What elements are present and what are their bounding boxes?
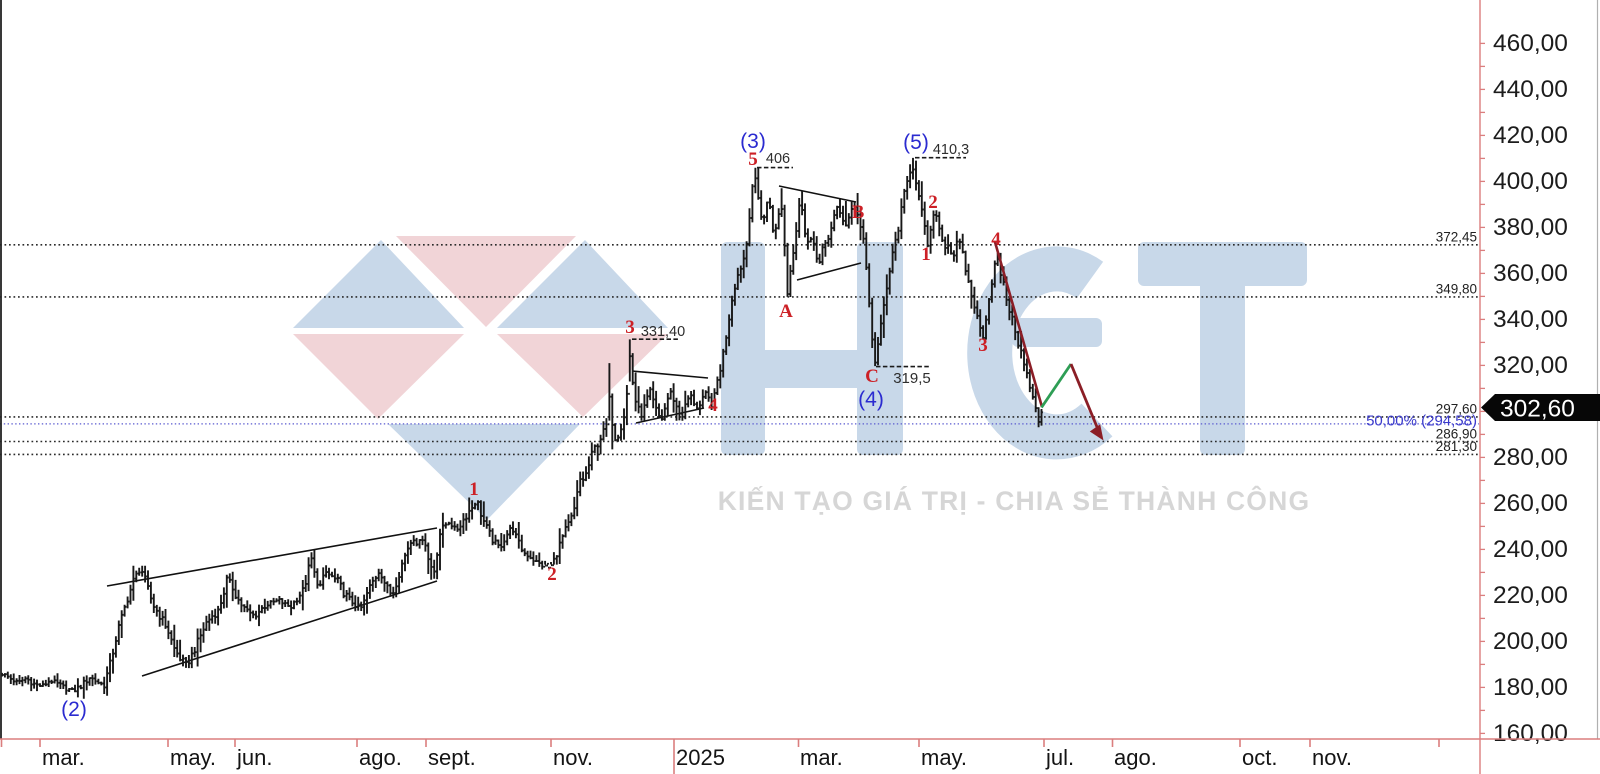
svg-text:280,00: 280,00 xyxy=(1493,444,1568,471)
svg-text:240,00: 240,00 xyxy=(1493,536,1568,563)
svg-text:jul.: jul. xyxy=(1045,745,1074,770)
svg-text:319,5: 319,5 xyxy=(893,370,931,387)
svg-text:mar.: mar. xyxy=(800,745,843,770)
svg-text:340,00: 340,00 xyxy=(1493,306,1568,333)
svg-text:3: 3 xyxy=(978,335,988,356)
svg-text:320,00: 320,00 xyxy=(1493,352,1568,379)
svg-text:(4): (4) xyxy=(858,388,884,411)
svg-text:1: 1 xyxy=(469,479,479,500)
svg-text:200,00: 200,00 xyxy=(1493,628,1568,655)
svg-text:460,00: 460,00 xyxy=(1493,30,1568,57)
svg-text:ago.: ago. xyxy=(1114,745,1157,770)
svg-text:400,00: 400,00 xyxy=(1493,168,1568,195)
svg-text:4: 4 xyxy=(991,229,1001,250)
svg-text:406: 406 xyxy=(766,151,790,167)
svg-text:260,00: 260,00 xyxy=(1493,490,1568,517)
svg-text:oct.: oct. xyxy=(1242,745,1277,770)
svg-text:180,00: 180,00 xyxy=(1493,674,1568,701)
svg-text:420,00: 420,00 xyxy=(1493,122,1568,149)
svg-text:nov.: nov. xyxy=(1312,745,1352,770)
svg-text:302,60: 302,60 xyxy=(1500,396,1575,423)
svg-text:(2): (2) xyxy=(61,698,87,721)
svg-text:380,00: 380,00 xyxy=(1493,214,1568,241)
svg-text:(3): (3) xyxy=(740,130,766,153)
svg-text:2: 2 xyxy=(547,564,557,585)
svg-text:mar.: mar. xyxy=(42,745,85,770)
svg-text:nov.: nov. xyxy=(553,745,593,770)
svg-text:A: A xyxy=(779,301,793,322)
svg-text:50,00% (294,58): 50,00% (294,58) xyxy=(1366,412,1477,429)
svg-text:160,00: 160,00 xyxy=(1493,720,1568,747)
svg-text:3: 3 xyxy=(625,317,635,338)
svg-text:KIẾN TẠO GIÁ TRỊ - CHIA SẺ THÀ: KIẾN TẠO GIÁ TRỊ - CHIA SẺ THÀNH CÔNG xyxy=(718,486,1311,516)
svg-text:B: B xyxy=(852,202,865,223)
svg-text:ago.: ago. xyxy=(359,745,402,770)
svg-text:4: 4 xyxy=(708,395,718,416)
svg-text:jun.: jun. xyxy=(236,745,272,770)
svg-text:C: C xyxy=(865,366,879,387)
svg-text:349,80: 349,80 xyxy=(1436,282,1477,297)
svg-text:5: 5 xyxy=(748,149,758,170)
svg-text:2025: 2025 xyxy=(676,745,725,770)
svg-text:331,40: 331,40 xyxy=(641,324,685,340)
svg-text:220,00: 220,00 xyxy=(1493,582,1568,609)
svg-text:410,3: 410,3 xyxy=(933,142,969,158)
svg-text:360,00: 360,00 xyxy=(1493,260,1568,287)
svg-text:440,00: 440,00 xyxy=(1493,76,1568,103)
svg-text:286,90: 286,90 xyxy=(1436,426,1477,441)
svg-text:281,30: 281,30 xyxy=(1436,439,1477,454)
svg-text:297,60: 297,60 xyxy=(1436,402,1477,417)
svg-text:may.: may. xyxy=(921,745,967,770)
svg-text:372,45: 372,45 xyxy=(1436,230,1477,245)
svg-text:1: 1 xyxy=(921,244,931,265)
svg-text:sept.: sept. xyxy=(428,745,476,770)
svg-text:may.: may. xyxy=(170,745,216,770)
svg-text:2: 2 xyxy=(928,192,938,213)
svg-text:(5): (5) xyxy=(903,131,929,154)
